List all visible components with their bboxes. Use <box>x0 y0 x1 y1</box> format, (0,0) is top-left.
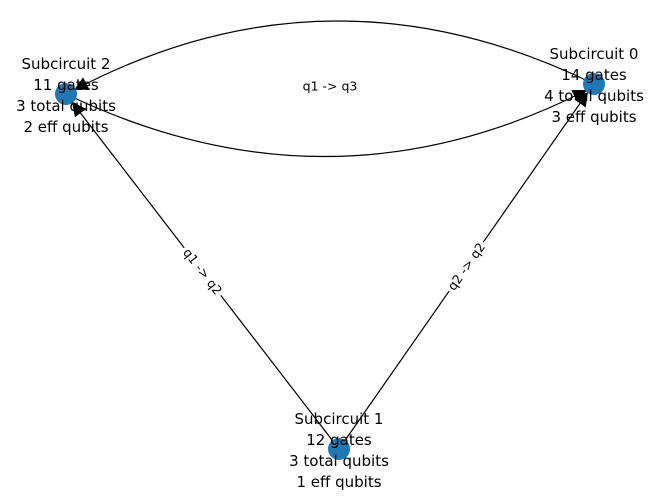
edge-label-text: q1 -> q2 <box>180 245 225 298</box>
node-gates: 14 gates <box>561 66 627 84</box>
node-gates: 12 gates <box>306 431 372 449</box>
edge-label-q1-q2: q1 -> q2 <box>176 242 228 302</box>
edge-label-q1-q3: q1 -> q3 <box>296 78 364 94</box>
node-title: Subcircuit 0 <box>550 45 639 63</box>
node-label-1: Subcircuit 1 12 gates 3 total qubits 1 e… <box>289 410 389 491</box>
node-0[interactable] <box>583 73 605 95</box>
edge-label-q2-q2: q2 -> q2 <box>442 237 492 297</box>
edge-2-0 <box>65 89 588 158</box>
node-gates: 11 gates <box>33 76 99 94</box>
node-eff-qubits: 3 eff qubits <box>551 108 636 126</box>
node-eff-qubits: 2 eff qubits <box>23 118 108 136</box>
node-label-0: Subcircuit 0 14 gates 4 total qubits 3 e… <box>544 45 644 126</box>
node-total-qubits: 4 total qubits <box>544 87 644 105</box>
node-title: Subcircuit 1 <box>295 410 384 428</box>
node-label-2: Subcircuit 2 11 gates 3 total qubits 2 e… <box>16 55 116 136</box>
edge-label-text: q2 -> q2 <box>444 240 488 293</box>
node-eff-qubits: 1 eff qubits <box>296 473 381 491</box>
node-total-qubits: 3 total qubits <box>289 452 389 470</box>
node-total-qubits: 3 total qubits <box>16 97 116 115</box>
node-2[interactable] <box>55 83 77 105</box>
node-1[interactable] <box>328 438 350 460</box>
edge-label-text: q1 -> q3 <box>303 79 358 94</box>
node-title: Subcircuit 2 <box>22 55 111 73</box>
edge-0-2 <box>73 20 595 91</box>
